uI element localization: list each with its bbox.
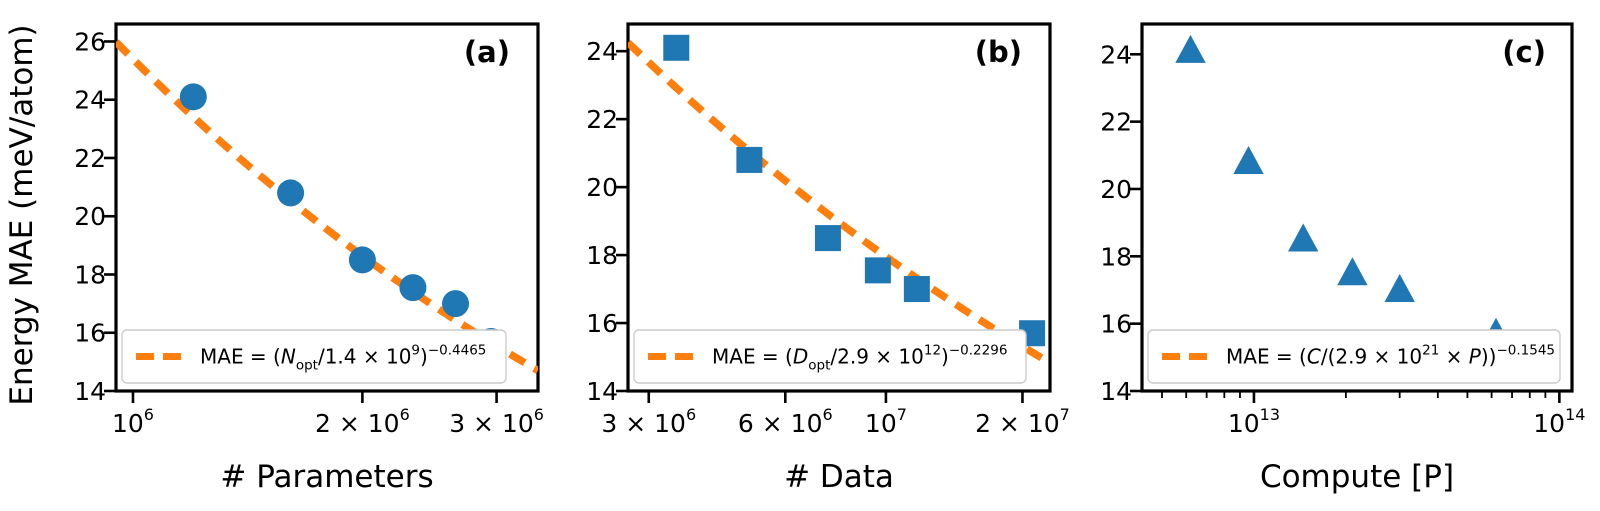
panel-b-axes-frame bbox=[626, 22, 1052, 393]
data-point-triangle bbox=[1233, 146, 1264, 174]
y-tick-label: 22 bbox=[74, 144, 106, 173]
x-tick-label: 1014 bbox=[1533, 405, 1585, 438]
y-tick-label: 16 bbox=[586, 309, 618, 338]
y-tick-label: 20 bbox=[74, 202, 106, 231]
panel-b-svg: 14 16 18 20 22 24 3 × 106 6 × 106 107 2 × 107 (b… bbox=[586, 22, 1070, 495]
panel-a-tickmarks bbox=[104, 40, 498, 403]
legend-equation: MAE = (Nopt/1.4 × 109)−0.4465 bbox=[200, 343, 486, 374]
data-point-triangle bbox=[1175, 34, 1206, 63]
y-tick-label: 16 bbox=[1100, 310, 1132, 339]
y-tick-label: 16 bbox=[74, 319, 106, 348]
y-tick-label: 20 bbox=[1100, 175, 1132, 204]
panel-b-data-markers bbox=[663, 34, 1046, 347]
legend-equation: MAE = (Dopt/2.9 × 1012)−0.2296 bbox=[712, 343, 1007, 374]
y-tick-label: 18 bbox=[586, 241, 618, 270]
panel-b-x-axis-title: # Data bbox=[784, 459, 894, 495]
x-tick-label: 6 × 106 bbox=[738, 405, 833, 438]
panel-b-data: 14 16 18 20 22 24 3 × 106 6 × 106 107 2 × 107 (b… bbox=[560, 0, 1080, 511]
panel-c-data-markers bbox=[1175, 34, 1512, 346]
y-tick-label: 22 bbox=[586, 105, 618, 134]
data-point-square bbox=[864, 257, 891, 284]
y-tick-label: 24 bbox=[74, 86, 106, 115]
panel-b-fit-line bbox=[628, 39, 1050, 367]
x-tick-label: 107 bbox=[865, 405, 907, 438]
data-point-triangle bbox=[1337, 257, 1368, 286]
panel-c-svg: 14 16 18 20 22 24 1013 1014 (c) Compute [P] MA… bbox=[1100, 22, 1586, 495]
x-tick-label: 1013 bbox=[1228, 405, 1280, 438]
panel-c-xtick-labels: 1013 1014 bbox=[1228, 405, 1586, 438]
panel-b-letter: (b) bbox=[975, 35, 1022, 69]
panel-a-xtick-labels: 106 2 × 106 3 × 106 bbox=[112, 405, 544, 438]
y-tick-label: 20 bbox=[586, 173, 618, 202]
y-tick-label: 18 bbox=[74, 260, 106, 289]
panel-a-parameters: Energy MAE (meV/atom) 14 16 18 20 22 24 26 106… bbox=[0, 0, 560, 511]
y-tick-label: 22 bbox=[1100, 108, 1132, 137]
panel-a-ylabel-group: Energy MAE (meV/atom) bbox=[4, 24, 40, 405]
data-point-square bbox=[814, 225, 841, 252]
data-point-triangle bbox=[1384, 274, 1415, 302]
panel-a-x-axis-title: # Parameters bbox=[220, 459, 433, 495]
x-tick-label: 3 × 106 bbox=[601, 405, 696, 438]
y-axis-title: Energy MAE (meV/atom) bbox=[4, 24, 40, 405]
panel-a-ytick-labels: 14 16 18 20 22 24 26 bbox=[74, 27, 106, 406]
panel-c-compute: 14 16 18 20 22 24 1013 1014 (c) Compute [P] MA… bbox=[1080, 0, 1600, 511]
panel-a-data-markers bbox=[179, 83, 505, 355]
data-point-square bbox=[736, 146, 763, 173]
data-point-square bbox=[663, 34, 690, 61]
data-point-circle bbox=[348, 246, 376, 274]
panel-c-ytick-labels: 14 16 18 20 22 24 bbox=[1100, 40, 1132, 406]
y-tick-label: 14 bbox=[74, 377, 106, 406]
data-point-circle bbox=[399, 274, 427, 302]
panel-c-x-axis-title: Compute [P] bbox=[1260, 459, 1454, 495]
panel-a-axes-frame bbox=[114, 22, 540, 393]
fit-line-path bbox=[628, 39, 1050, 367]
legend-box bbox=[1147, 329, 1561, 384]
x-tick-label: 2 × 107 bbox=[975, 405, 1070, 438]
panel-c-legend: MAE = (C/(2.9 × 1021 × P))−0.1545 bbox=[1147, 329, 1561, 384]
x-tick-label: 3 × 106 bbox=[449, 405, 544, 438]
fit-line-path bbox=[116, 39, 538, 374]
legend-box bbox=[633, 329, 1027, 384]
x-tick-label: 106 bbox=[112, 405, 154, 438]
panel-a-fit-line bbox=[116, 39, 538, 374]
y-tick-label: 24 bbox=[586, 37, 618, 66]
data-point-triangle bbox=[1288, 223, 1319, 252]
legend-box bbox=[121, 329, 507, 384]
y-tick-label: 14 bbox=[1100, 377, 1132, 406]
y-tick-label: 18 bbox=[1100, 242, 1132, 271]
data-point-circle bbox=[179, 83, 207, 111]
y-tick-label: 26 bbox=[74, 27, 106, 56]
data-point-square bbox=[903, 276, 930, 303]
y-tick-label: 14 bbox=[586, 377, 618, 406]
panel-b-ytick-labels: 14 16 18 20 22 24 bbox=[586, 37, 618, 406]
panel-a-svg: Energy MAE (meV/atom) 14 16 18 20 22 24 26 106… bbox=[4, 22, 544, 495]
panel-b-legend: MAE = (Dopt/2.9 × 1012)−0.2296 bbox=[633, 329, 1027, 384]
panel-b-tickmarks bbox=[616, 49, 1024, 403]
panel-c-axes-frame bbox=[1140, 22, 1574, 393]
panel-a-letter: (a) bbox=[464, 35, 510, 69]
data-point-circle bbox=[442, 290, 470, 318]
legend-equation: MAE = (C/(2.9 × 1021 × P))−0.1545 bbox=[1226, 343, 1555, 369]
y-tick-label: 24 bbox=[1100, 40, 1132, 69]
panel-b-xtick-labels: 3 × 106 6 × 106 107 2 × 107 bbox=[601, 405, 1069, 438]
x-tick-label: 2 × 106 bbox=[315, 405, 410, 438]
panel-c-letter: (c) bbox=[1502, 35, 1546, 69]
data-point-circle bbox=[277, 179, 305, 207]
panel-a-legend: MAE = (Nopt/1.4 × 109)−0.4465 bbox=[121, 329, 507, 384]
